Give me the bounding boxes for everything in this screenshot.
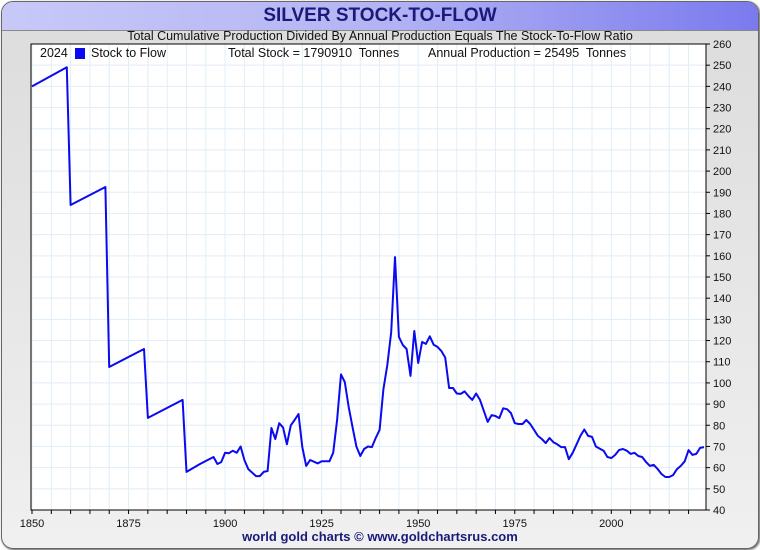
total-stock-label: Total Stock = 1790910 Tonnes [228,46,400,60]
y-tick-label: 250 [713,60,731,72]
y-tick-label: 220 [713,124,731,136]
legend-label: Stock to Flow [91,46,167,60]
y-tick-label: 90 [713,399,725,411]
x-axis: 1850 1875 1900 1925 1950 1975 2000 [20,510,690,530]
y-tick-label: 100 [713,378,731,390]
y-tick-label: 210 [713,145,731,157]
y-tick-label: 160 [713,251,731,263]
y-tick-label: 150 [713,272,731,284]
x-tick-label: 2000 [599,518,623,530]
y-tick-label: 110 [713,357,731,369]
y-tick-label: 180 [713,208,731,220]
y-tick-label: 70 [713,441,725,453]
y-tick-label: 230 [713,103,731,115]
y-tick-label: 200 [713,166,731,178]
chart-subtitle: Total Cumulative Production Divided By A… [127,29,633,43]
annual-production-label: Annual Production = 25495 Tonnes [428,46,627,60]
x-tick-label: 1875 [116,518,140,530]
footer-credit: world gold charts © www.goldchartsrus.co… [242,529,518,544]
y-tick-label: 40 [713,505,725,517]
y-tick-label: 120 [713,336,731,348]
y-tick-label: 240 [713,81,731,93]
y-tick-label: 80 [713,420,725,432]
chart-title: SILVER STOCK-TO-FLOW [263,5,497,26]
x-tick-label: 1950 [406,518,430,530]
x-tick-label: 1900 [213,518,237,530]
x-tick-label: 1975 [503,518,527,530]
legend-swatch-icon [75,47,85,59]
x-tick-label: 1925 [309,518,333,530]
y-axis: 40 50 60 70 80 90 100 110 120 130 140 150 160 170 180 1… [706,39,731,517]
legend-item: Stock to Flow [75,46,166,60]
y-tick-label: 260 [713,39,731,51]
title-bar: SILVER STOCK-TO-FLOW [2,2,758,31]
y-tick-label: 140 [713,293,731,305]
y-tick-label: 170 [713,230,731,242]
y-tick-label: 130 [713,314,731,326]
x-tick-label: 1850 [20,518,44,530]
y-tick-label: 50 [713,484,725,496]
y-tick-label: 190 [713,187,731,199]
grid [31,44,706,510]
series-line-stock-to-flow [31,66,705,478]
y-tick-label: 60 [713,463,725,475]
legend-year: 2024 [40,46,68,60]
